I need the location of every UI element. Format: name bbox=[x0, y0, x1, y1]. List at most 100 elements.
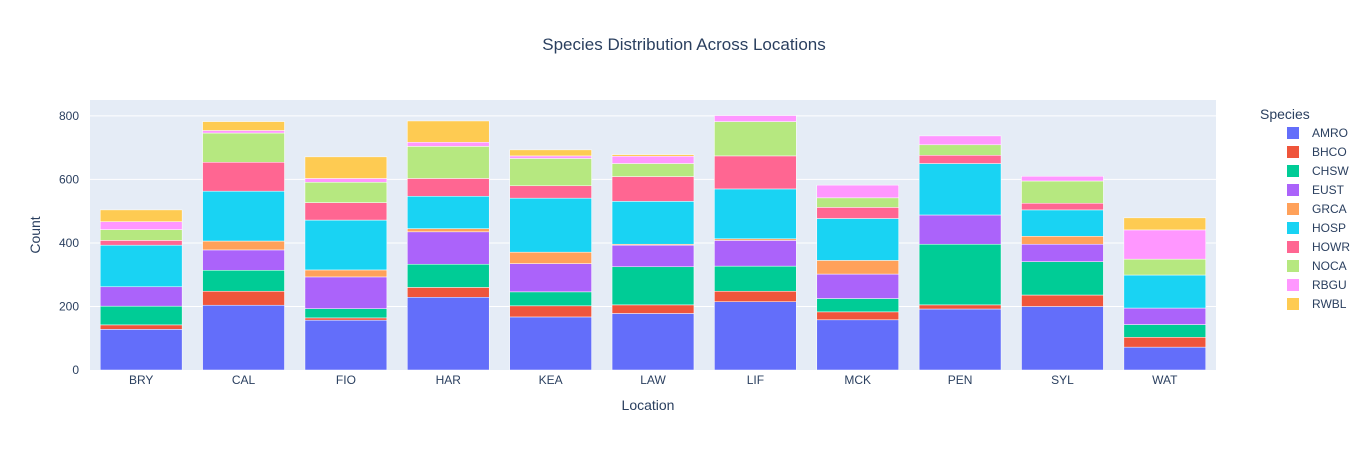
bar-segment-hosp-wat[interactable] bbox=[1123, 274, 1207, 309]
bar-segment-hosp-pen[interactable] bbox=[918, 163, 1002, 216]
bar-segment-eust-mck[interactable] bbox=[816, 273, 899, 299]
bar-segment-chsw-law[interactable] bbox=[611, 266, 695, 306]
bar-segment-chsw-lif[interactable] bbox=[714, 265, 797, 292]
bar-segment-noca-pen[interactable] bbox=[918, 144, 1002, 156]
bar-segment-rwbl-law[interactable] bbox=[611, 154, 695, 157]
bar-segment-grca-syl[interactable] bbox=[1021, 236, 1104, 245]
bar-segment-bhco-cal[interactable] bbox=[202, 290, 285, 306]
legend-item-howr[interactable]: HOWR bbox=[1287, 240, 1350, 254]
bar-segment-amro-lif[interactable] bbox=[714, 301, 797, 371]
legend-item-eust[interactable]: EUST bbox=[1287, 183, 1345, 197]
bar-segment-eust-fio[interactable] bbox=[304, 276, 388, 309]
bar-segment-noca-wat[interactable] bbox=[1123, 258, 1207, 276]
bar-segment-amro-law[interactable] bbox=[611, 313, 695, 371]
bar-segment-rwbl-fio[interactable] bbox=[304, 156, 388, 179]
bar-segment-amro-har[interactable] bbox=[407, 297, 490, 371]
bar-segment-rbgu-lif[interactable] bbox=[714, 115, 797, 122]
bar-segment-eust-cal[interactable] bbox=[202, 249, 285, 271]
bar-segment-rbgu-law[interactable] bbox=[611, 155, 695, 164]
bar-segment-howr-law[interactable] bbox=[611, 176, 695, 202]
bar-segment-noca-fio[interactable] bbox=[304, 182, 388, 203]
bar-segment-bhco-mck[interactable] bbox=[816, 311, 899, 321]
bar-segment-rbgu-mck[interactable] bbox=[816, 184, 899, 199]
bar-segment-hosp-mck[interactable] bbox=[816, 218, 899, 261]
bar-segment-amro-mck[interactable] bbox=[816, 319, 899, 371]
bar-segment-chsw-cal[interactable] bbox=[202, 270, 285, 292]
bar-segment-chsw-fio[interactable] bbox=[304, 308, 388, 319]
bar-segment-howr-cal[interactable] bbox=[202, 162, 285, 192]
bar-segment-noca-lif[interactable] bbox=[714, 121, 797, 157]
bar-segment-bhco-kea[interactable] bbox=[509, 305, 592, 318]
bar-segment-noca-law[interactable] bbox=[611, 163, 695, 177]
bar-segment-rwbl-har[interactable] bbox=[407, 120, 490, 143]
bar-segment-noca-kea[interactable] bbox=[509, 158, 592, 187]
bar-segment-noca-syl[interactable] bbox=[1021, 180, 1104, 204]
bar-segment-noca-cal[interactable] bbox=[202, 132, 285, 163]
bar-segment-eust-kea[interactable] bbox=[509, 263, 592, 293]
bar-segment-rwbl-cal[interactable] bbox=[202, 121, 285, 131]
bar-segment-rwbl-bry[interactable] bbox=[99, 209, 183, 222]
legend-item-hosp[interactable]: HOSP bbox=[1287, 221, 1346, 235]
bar-segment-chsw-wat[interactable] bbox=[1123, 324, 1207, 338]
bar-segment-bhco-pen[interactable] bbox=[918, 304, 1002, 310]
bar-segment-amro-cal[interactable] bbox=[202, 304, 285, 371]
bar-segment-howr-har[interactable] bbox=[407, 178, 490, 197]
bar-segment-rbgu-har[interactable] bbox=[407, 141, 490, 147]
bar-segment-hosp-lif[interactable] bbox=[714, 188, 797, 240]
bar-segment-rwbl-wat[interactable] bbox=[1123, 217, 1207, 231]
bar-segment-eust-wat[interactable] bbox=[1123, 307, 1207, 325]
bar-segment-amro-syl[interactable] bbox=[1021, 306, 1104, 371]
bar-segment-howr-syl[interactable] bbox=[1021, 202, 1104, 211]
bar-segment-hosp-bry[interactable] bbox=[99, 244, 183, 288]
bar-segment-grca-har[interactable] bbox=[407, 228, 490, 233]
bar-segment-bhco-syl[interactable] bbox=[1021, 294, 1104, 307]
bar-segment-grca-fio[interactable] bbox=[304, 269, 388, 278]
legend-item-bhco[interactable]: BHCO bbox=[1287, 145, 1347, 159]
bar-segment-amro-fio[interactable] bbox=[304, 319, 388, 371]
bar-segment-rbgu-pen[interactable] bbox=[918, 135, 1002, 146]
bar-segment-chsw-syl[interactable] bbox=[1021, 261, 1104, 296]
bar-segment-noca-har[interactable] bbox=[407, 146, 490, 179]
bar-segment-eust-har[interactable] bbox=[407, 231, 490, 265]
bar-segment-chsw-pen[interactable] bbox=[918, 243, 1002, 306]
bar-segment-eust-lif[interactable] bbox=[714, 240, 797, 267]
bar-segment-grca-cal[interactable] bbox=[202, 240, 285, 251]
legend-item-rbgu[interactable]: RBGU bbox=[1287, 278, 1347, 292]
bar-segment-rbgu-kea[interactable] bbox=[509, 155, 592, 159]
bar-segment-howr-pen[interactable] bbox=[918, 155, 1002, 164]
bar-segment-grca-mck[interactable] bbox=[816, 260, 899, 275]
bar-segment-hosp-syl[interactable] bbox=[1021, 209, 1104, 237]
bar-segment-hosp-kea[interactable] bbox=[509, 197, 592, 253]
bar-segment-chsw-har[interactable] bbox=[407, 263, 490, 288]
bar-segment-eust-bry[interactable] bbox=[99, 286, 183, 307]
bar-segment-chsw-kea[interactable] bbox=[509, 291, 592, 307]
bar-segment-amro-bry[interactable] bbox=[99, 329, 183, 371]
bar-segment-rbgu-fio[interactable] bbox=[304, 178, 388, 183]
bar-segment-noca-mck[interactable] bbox=[816, 197, 899, 208]
bar-segment-hosp-har[interactable] bbox=[407, 195, 490, 229]
bar-segment-eust-law[interactable] bbox=[611, 244, 695, 268]
bar-segment-bhco-har[interactable] bbox=[407, 287, 490, 298]
bar-segment-noca-bry[interactable] bbox=[99, 229, 183, 241]
bar-segment-rbgu-syl[interactable] bbox=[1021, 175, 1104, 182]
bar-segment-chsw-bry[interactable] bbox=[99, 305, 183, 326]
bar-segment-hosp-fio[interactable] bbox=[304, 219, 388, 271]
bar-segment-amro-pen[interactable] bbox=[918, 308, 1002, 371]
bar-segment-rbgu-bry[interactable] bbox=[99, 221, 183, 230]
legend-item-amro[interactable]: AMRO bbox=[1287, 126, 1348, 140]
bar-segment-howr-bry[interactable] bbox=[99, 240, 183, 246]
legend-item-chsw[interactable]: CHSW bbox=[1287, 164, 1349, 178]
bar-segment-bhco-fio[interactable] bbox=[304, 317, 388, 321]
bar-segment-bhco-lif[interactable] bbox=[714, 290, 797, 302]
bar-segment-howr-lif[interactable] bbox=[714, 155, 797, 190]
bar-segment-grca-kea[interactable] bbox=[509, 251, 592, 264]
bar-segment-hosp-law[interactable] bbox=[611, 201, 695, 245]
bar-segment-rwbl-kea[interactable] bbox=[509, 149, 592, 157]
bar-segment-rbgu-cal[interactable] bbox=[202, 130, 285, 134]
bar-segment-chsw-mck[interactable] bbox=[816, 298, 899, 313]
bar-segment-howr-fio[interactable] bbox=[304, 202, 388, 221]
bar-segment-eust-syl[interactable] bbox=[1021, 243, 1104, 262]
legend-item-grca[interactable]: GRCA bbox=[1287, 202, 1347, 216]
bar-segment-bhco-wat[interactable] bbox=[1123, 337, 1207, 348]
bar-segment-bhco-law[interactable] bbox=[611, 304, 695, 314]
